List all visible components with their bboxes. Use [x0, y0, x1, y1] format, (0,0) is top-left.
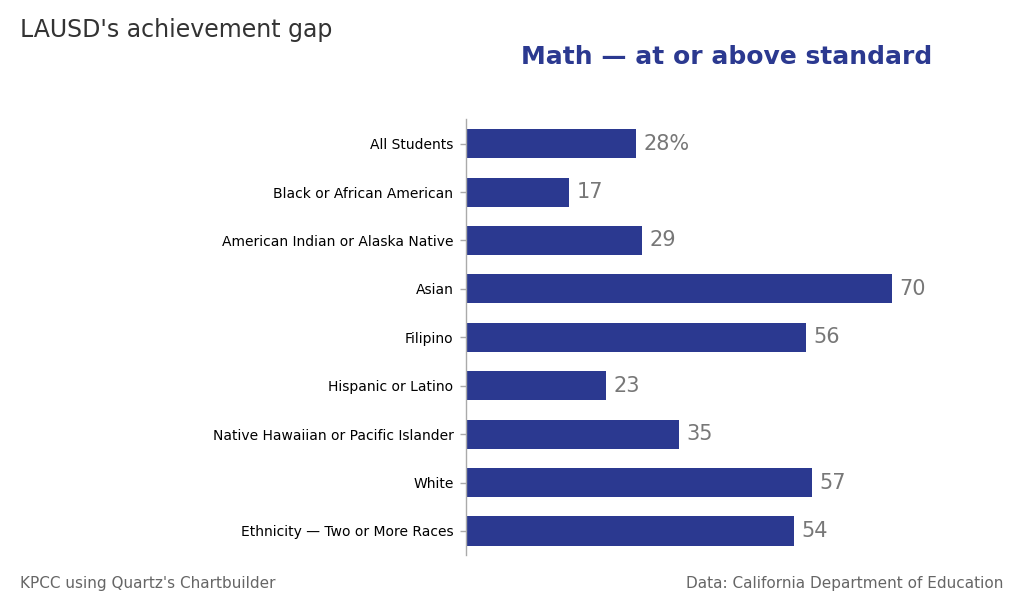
- Text: 35: 35: [686, 424, 713, 444]
- Bar: [466, 129, 636, 158]
- Text: 23: 23: [613, 376, 640, 396]
- Text: 57: 57: [820, 473, 846, 493]
- Text: 28%: 28%: [643, 134, 689, 153]
- Text: Math — at or above standard: Math — at or above standard: [521, 45, 933, 69]
- Text: 17: 17: [577, 182, 603, 202]
- Bar: [466, 420, 679, 449]
- Bar: [466, 371, 606, 400]
- Text: LAUSD's achievement gap: LAUSD's achievement gap: [20, 18, 333, 42]
- Text: 56: 56: [814, 327, 841, 347]
- Bar: [466, 516, 795, 546]
- Text: 29: 29: [649, 230, 676, 251]
- Text: 70: 70: [899, 279, 926, 299]
- Text: KPCC using Quartz's Chartbuilder: KPCC using Quartz's Chartbuilder: [20, 576, 276, 591]
- Bar: [466, 275, 892, 303]
- Bar: [466, 323, 807, 352]
- Text: Data: California Department of Education: Data: California Department of Education: [686, 576, 1004, 591]
- Bar: [466, 468, 812, 497]
- Bar: [466, 226, 642, 255]
- Text: 54: 54: [802, 521, 828, 541]
- Bar: [466, 177, 569, 207]
